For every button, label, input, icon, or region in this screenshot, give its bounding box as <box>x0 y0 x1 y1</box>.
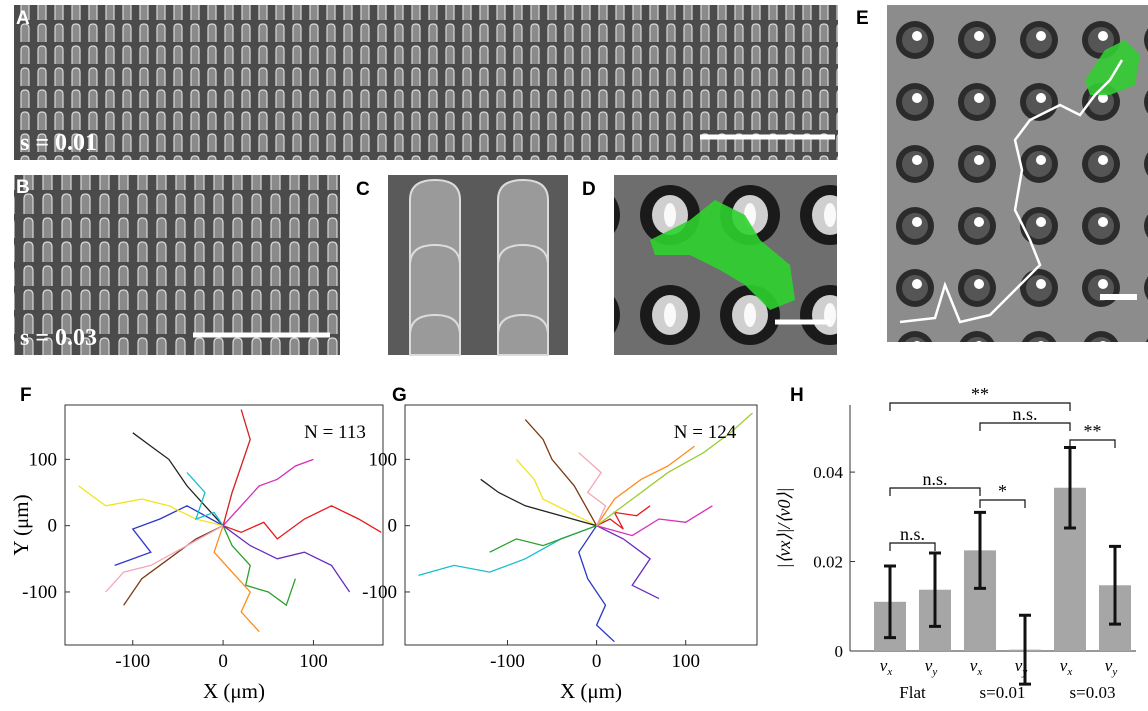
panel-letter: C <box>356 179 370 200</box>
fluorescence-image-d <box>614 175 837 355</box>
annotation: N = 113 <box>304 422 366 443</box>
figure: As = 0.01Bs = 0.03CDE -1000100-1000100N … <box>0 0 1148 711</box>
x-tick-label: vx <box>1060 656 1073 678</box>
y-tick-label: 100 <box>369 449 398 470</box>
y-tick-label: 0 <box>388 516 398 537</box>
x-tick-label: 0 <box>592 651 602 672</box>
y-tick-label: -100 <box>362 582 397 603</box>
image-annotation: s = 0.03 <box>20 325 97 351</box>
sem-image-c <box>388 175 568 355</box>
group-label: s=0.01 <box>980 683 1026 702</box>
significance-label: n.s. <box>1012 404 1037 424</box>
x-tick-label: 0 <box>218 651 228 672</box>
significance-bracket <box>980 500 1025 508</box>
group-label: Flat <box>899 683 926 702</box>
image-annotation: s = 0.01 <box>20 130 97 156</box>
x-tick-label: 100 <box>671 651 700 672</box>
significance-bracket <box>890 488 980 496</box>
significance-bracket <box>980 423 1070 431</box>
x-tick-label: vx <box>880 656 893 678</box>
panel-letter: A <box>16 8 30 29</box>
annotation: N = 124 <box>674 422 737 443</box>
significance-bracket <box>1070 440 1115 448</box>
panel-letter: D <box>582 179 596 200</box>
y-axis-label: Y (μm) <box>9 494 33 555</box>
significance-bracket <box>890 543 935 551</box>
x-tick-label: 100 <box>299 651 328 672</box>
y-tick-label: 0.04 <box>813 463 843 482</box>
significance-label: n.s. <box>900 524 925 544</box>
x-axis-label: X (μm) <box>203 679 265 703</box>
x-tick-label: vy <box>925 656 938 678</box>
significance-bracket <box>890 403 1070 411</box>
panel-letter: H <box>790 385 804 406</box>
x-tick-label: -100 <box>115 651 150 672</box>
x-tick-label: -100 <box>490 651 525 672</box>
x-axis-label: X (μm) <box>560 679 622 703</box>
significance-label: n.s. <box>922 469 947 489</box>
y-tick-label: -100 <box>22 582 57 603</box>
y-tick-label: 0 <box>835 642 844 661</box>
y-tick-label: 100 <box>29 449 58 470</box>
microscopy-image-e <box>887 5 1148 342</box>
significance-label: ** <box>1084 421 1102 441</box>
significance-label: ** <box>971 384 989 404</box>
panel-letter: G <box>392 385 407 406</box>
y-tick-label: 0.02 <box>813 553 843 572</box>
x-tick-label: vy <box>1105 656 1118 678</box>
y-tick-label: 0 <box>48 516 58 537</box>
panel-letter: E <box>856 8 869 29</box>
panel-letter: F <box>20 385 32 406</box>
significance-label: * <box>998 481 1007 501</box>
panel-letter: B <box>16 177 30 198</box>
x-tick-label: vx <box>970 656 983 678</box>
group-label: s=0.03 <box>1070 683 1116 702</box>
y-axis-label: |⟨vx⟩|/⟨v0⟩| <box>774 488 794 569</box>
